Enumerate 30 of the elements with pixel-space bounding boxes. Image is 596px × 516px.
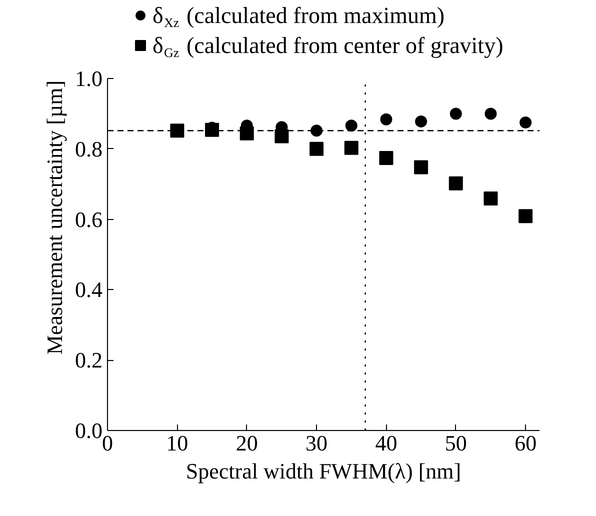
y-tick-label: 0.2 xyxy=(75,348,102,373)
point xyxy=(518,209,533,224)
y-tick-label: 0.8 xyxy=(75,136,102,162)
point xyxy=(310,124,323,137)
point xyxy=(170,124,184,138)
y-tick-label: 0.0 xyxy=(75,418,102,443)
y-axis-title: Measurement uncertainty [µm] xyxy=(42,80,67,355)
point xyxy=(520,116,532,128)
point xyxy=(484,108,497,120)
x-tick-label: 30 xyxy=(306,430,328,456)
point xyxy=(484,192,498,206)
x-tick-label: 50 xyxy=(444,430,467,456)
point xyxy=(414,160,428,174)
y-tick-label: 0.4 xyxy=(75,277,102,302)
x-tick-label: 10 xyxy=(166,430,188,456)
x-tick-label: 0 xyxy=(102,430,113,456)
y-tick-label: 1.0 xyxy=(75,66,102,91)
x-tick-label: 40 xyxy=(375,430,398,456)
x-axis-title: Spectral width FWHM(λ) [nm] xyxy=(186,458,462,484)
point xyxy=(380,113,392,126)
y-tick-label: 0.6 xyxy=(75,206,102,232)
point xyxy=(448,176,463,190)
x-tick-label: 20 xyxy=(236,430,258,456)
point xyxy=(415,115,428,128)
point xyxy=(345,120,358,132)
point xyxy=(379,151,394,166)
point xyxy=(310,142,324,156)
x-tick-label: 60 xyxy=(514,430,537,456)
point xyxy=(450,108,462,120)
point xyxy=(344,140,358,155)
